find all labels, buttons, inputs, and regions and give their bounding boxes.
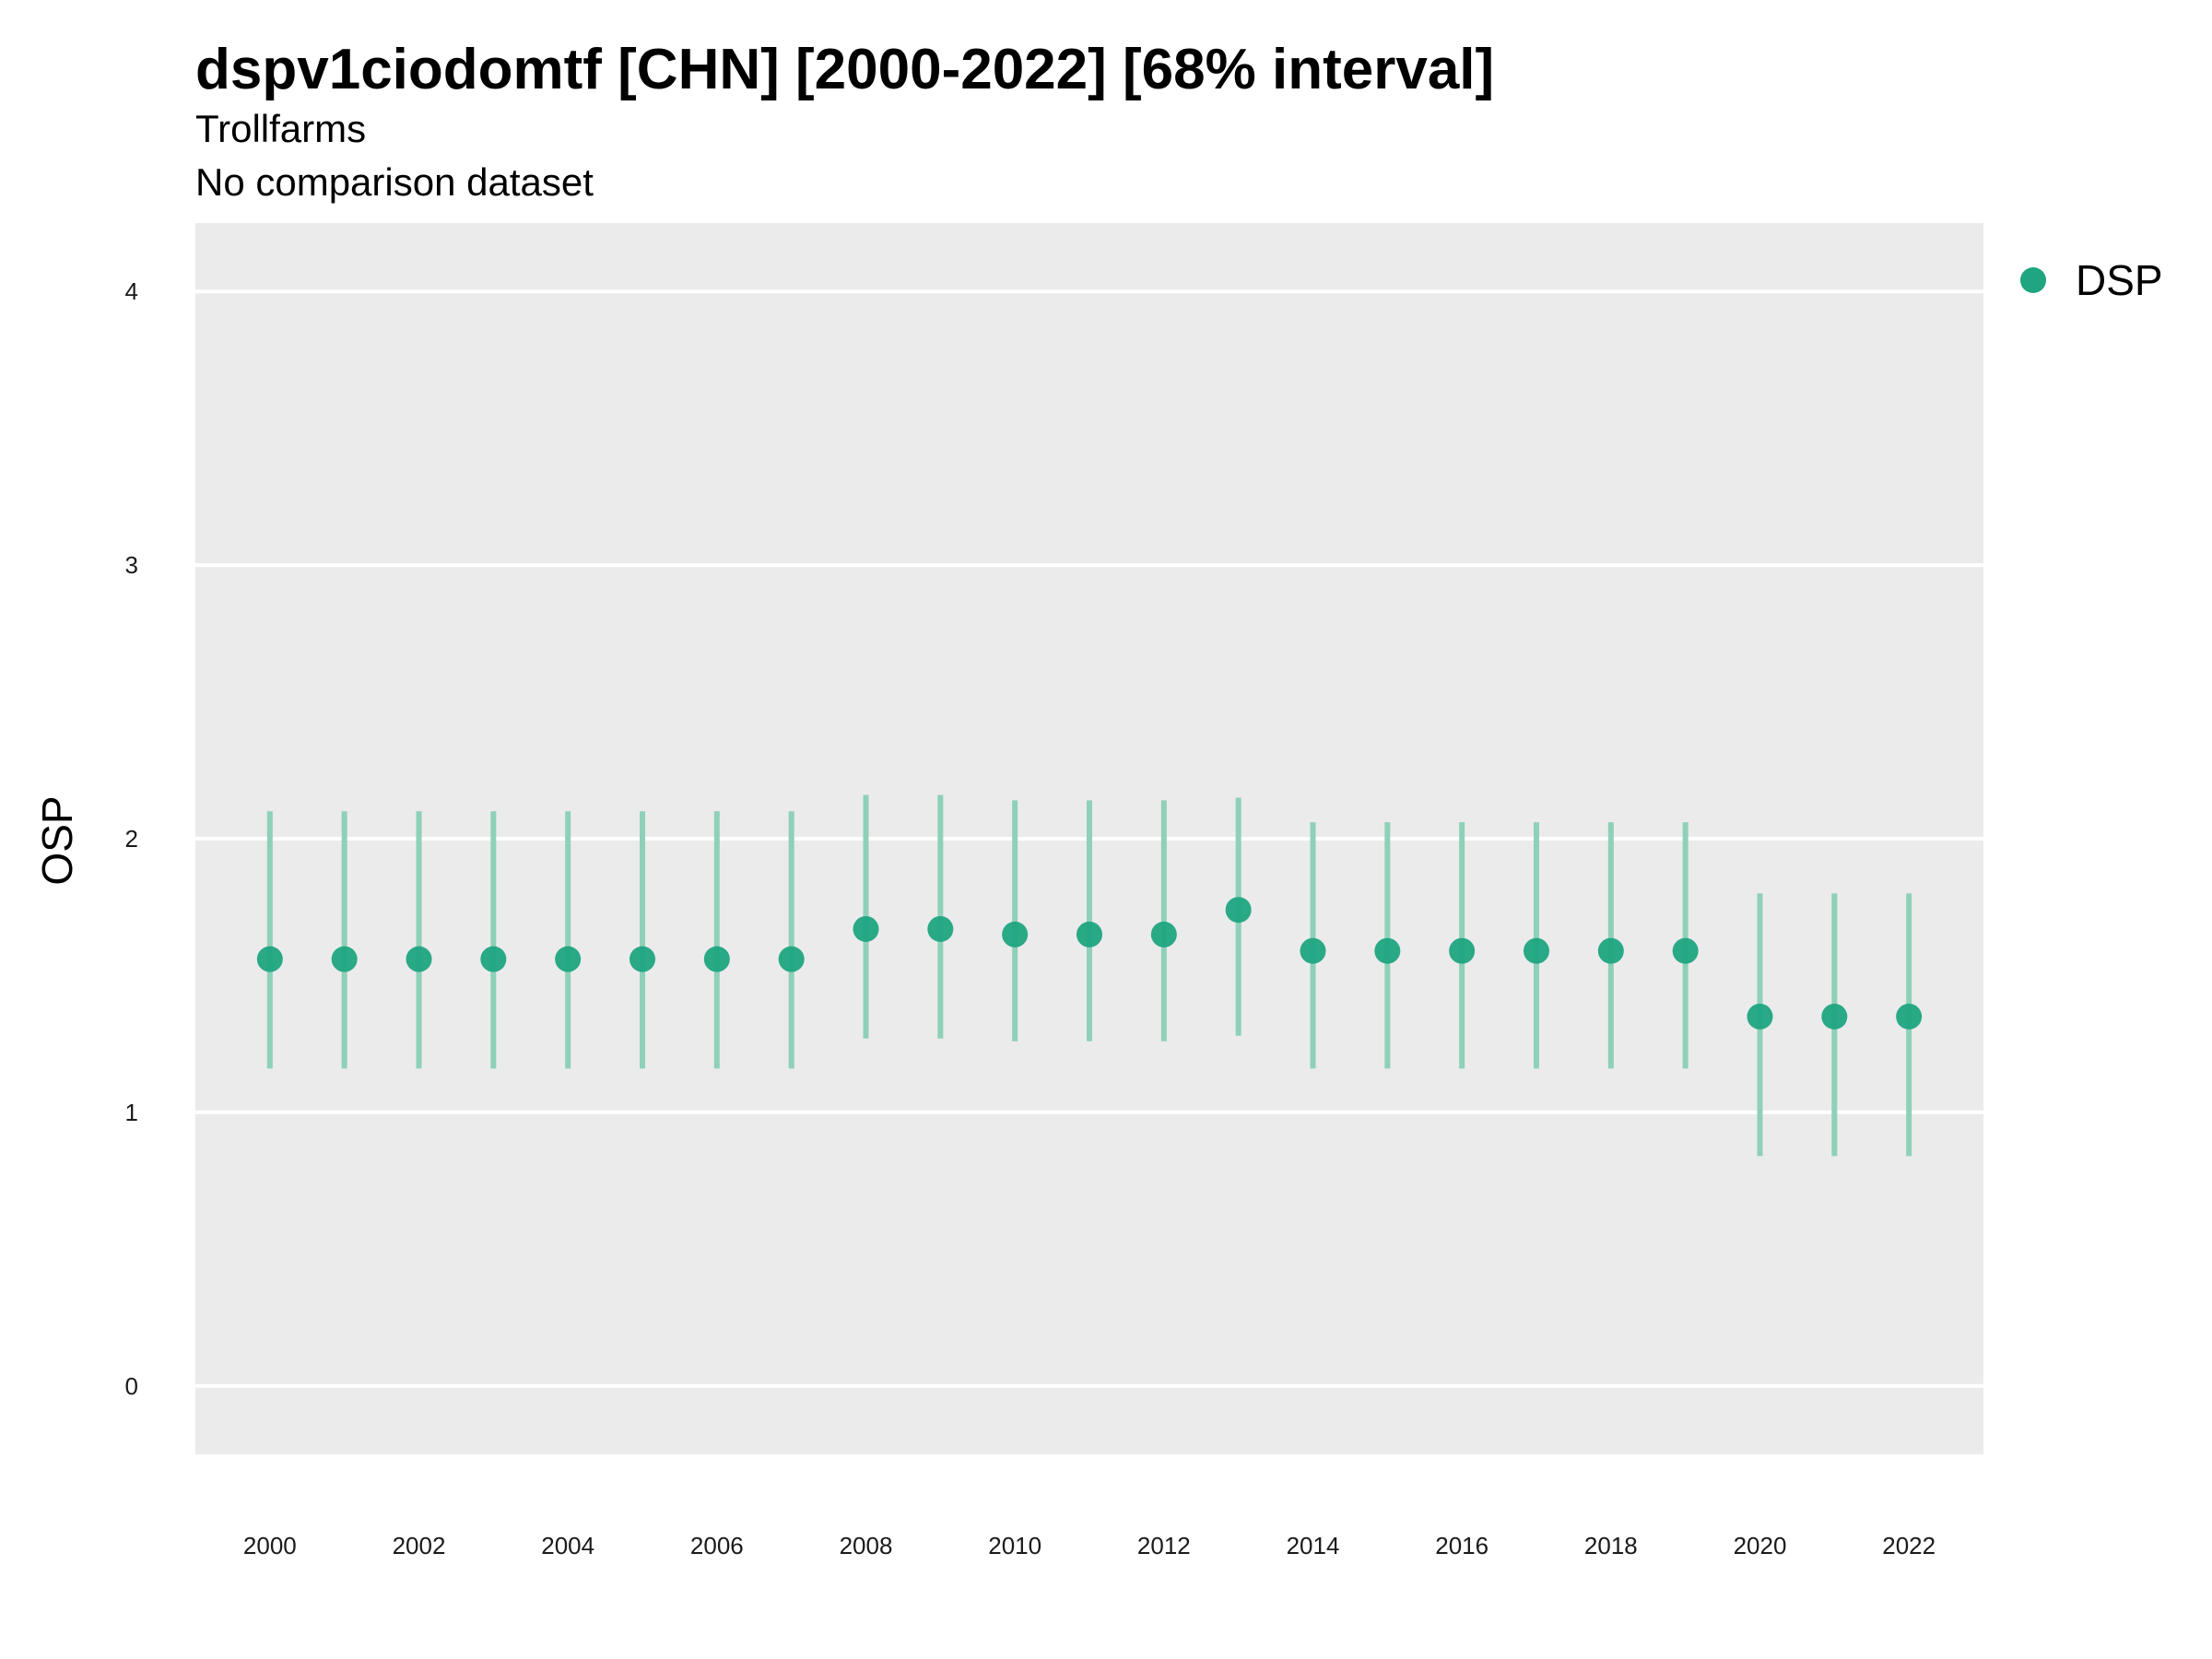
data-point bbox=[1524, 937, 1549, 964]
x-tick-label: 2018 bbox=[1584, 1532, 1638, 1559]
data-point bbox=[1077, 921, 1102, 947]
data-point bbox=[1150, 921, 1177, 947]
data-point bbox=[1374, 937, 1401, 964]
legend-key-dsp bbox=[2020, 267, 2046, 293]
data-point bbox=[1672, 937, 1699, 964]
data-point bbox=[331, 946, 358, 972]
y-axis-title: OSP bbox=[33, 795, 81, 885]
y-tick-label: 0 bbox=[125, 1372, 138, 1400]
x-tick-label: 2010 bbox=[988, 1532, 1041, 1559]
data-point bbox=[1002, 921, 1029, 947]
data-point bbox=[703, 946, 730, 972]
x-tick-label: 2020 bbox=[1734, 1532, 1787, 1559]
data-point bbox=[256, 946, 283, 972]
x-tick-label: 2008 bbox=[840, 1532, 893, 1559]
data-point bbox=[1821, 1003, 1848, 1030]
legend: DSP bbox=[2020, 256, 2163, 304]
data-points bbox=[256, 897, 1923, 1030]
data-point bbox=[778, 946, 805, 972]
data-point bbox=[1300, 937, 1326, 964]
y-tick-label: 4 bbox=[125, 277, 138, 305]
x-tick-label: 2014 bbox=[1287, 1532, 1340, 1559]
x-tick-label: 2004 bbox=[541, 1532, 594, 1559]
x-tick-label: 2000 bbox=[243, 1532, 297, 1559]
data-point bbox=[1747, 1003, 1773, 1030]
y-axis-ticks: 0 1 2 3 4 bbox=[125, 277, 138, 1400]
data-point bbox=[1896, 1003, 1923, 1030]
data-point bbox=[555, 946, 582, 972]
chart-subtitle: Trollfarms bbox=[195, 107, 367, 150]
data-point bbox=[629, 946, 655, 972]
x-tick-label: 2016 bbox=[1435, 1532, 1488, 1559]
x-tick-label: 2002 bbox=[393, 1532, 446, 1559]
data-point bbox=[1597, 937, 1624, 964]
x-tick-label: 2022 bbox=[1882, 1532, 1936, 1559]
y-tick-label: 2 bbox=[125, 825, 138, 853]
chart-title: dspv1ciodomtf [CHN] [2000-2022] [68% int… bbox=[195, 38, 1495, 101]
data-point bbox=[1225, 897, 1252, 924]
data-point bbox=[406, 946, 432, 972]
legend-label-dsp: DSP bbox=[2076, 256, 2163, 304]
chart-caption: No comparison dataset bbox=[195, 160, 594, 204]
data-point bbox=[480, 946, 507, 972]
data-point bbox=[927, 915, 954, 942]
x-axis-ticks: 2000 2002 2004 2006 2008 2010 2012 2014 2016 2018… bbox=[243, 1532, 1936, 1559]
x-tick-label: 2006 bbox=[690, 1532, 744, 1559]
data-point bbox=[853, 915, 879, 942]
data-point bbox=[1449, 937, 1476, 964]
y-tick-label: 3 bbox=[125, 551, 138, 579]
x-tick-label: 2012 bbox=[1137, 1532, 1191, 1559]
y-tick-label: 1 bbox=[125, 1099, 138, 1126]
